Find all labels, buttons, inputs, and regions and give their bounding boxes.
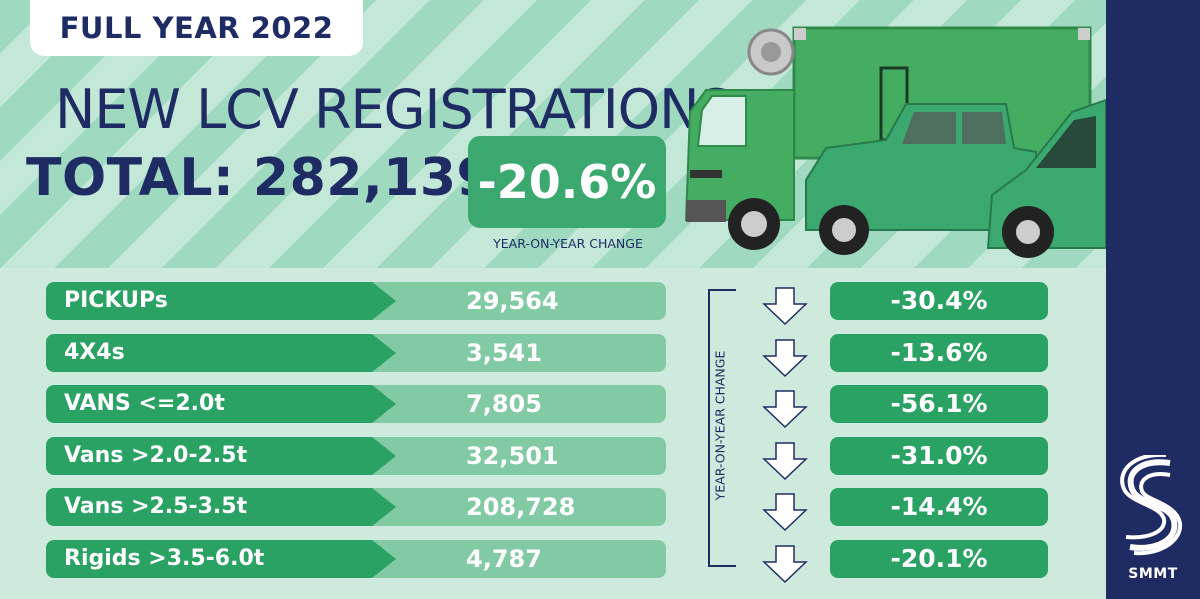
down-arrow-icon	[762, 287, 808, 326]
category-row: Rigids >3.5-6.0t 4,787	[46, 540, 666, 578]
registrations-value: 3,541	[466, 339, 542, 367]
smmt-logo-icon	[1120, 455, 1183, 556]
down-arrow-icon	[762, 390, 808, 429]
yoy-change-caption: YEAR-ON-YEAR CHANGE	[493, 236, 643, 251]
down-arrow-icon	[762, 493, 808, 532]
vehicles-illustration	[684, 26, 1106, 258]
category-row: VANS <=2.0t 7,805	[46, 385, 666, 423]
label-tag	[46, 540, 396, 578]
yoy-change-value: -30.4%	[830, 282, 1048, 320]
yoy-change-value: -56.1%	[830, 385, 1048, 423]
yoy-change-value: -20.1%	[830, 540, 1048, 578]
vertical-yoy-caption: YEAR-ON-YEAR CHANGE	[712, 345, 728, 506]
label-tag	[46, 282, 396, 320]
label-tag	[46, 488, 396, 526]
brand-name: SMMT	[1128, 566, 1178, 582]
total-registrations: TOTAL: 282,139	[26, 148, 494, 208]
van-icon	[986, 98, 1106, 258]
category-label: Vans >2.0-2.5t	[64, 443, 248, 468]
registrations-value: 29,564	[466, 287, 559, 315]
category-label: VANS <=2.0t	[64, 391, 225, 416]
category-label: Vans >2.5-3.5t	[64, 494, 248, 519]
category-label: Rigids >3.5-6.0t	[64, 546, 265, 571]
yoy-change-value: -14.4%	[830, 488, 1048, 526]
label-tag	[46, 385, 396, 423]
down-arrow-icon	[762, 442, 808, 481]
yoy-change-value: -13.6%	[830, 334, 1048, 372]
registrations-value: 7,805	[466, 390, 542, 418]
truck-icon	[684, 26, 1092, 250]
category-row: PICKUPs 29,564	[46, 282, 666, 320]
registrations-value: 208,728	[466, 493, 576, 521]
yoy-change-badge: -20.6%	[468, 136, 666, 228]
category-label: PICKUPs	[64, 288, 168, 313]
down-arrow-icon	[762, 339, 808, 378]
label-tag	[46, 437, 396, 475]
year-badge: FULL YEAR 2022	[30, 0, 363, 56]
category-label: 4X4s	[64, 340, 125, 365]
registrations-value: 32,501	[466, 442, 559, 470]
yoy-bracket	[708, 289, 738, 567]
yoy-change-value: -31.0%	[830, 437, 1048, 475]
page-title: NEW LCV REGISTRATIONS	[55, 78, 733, 141]
category-row: 4X4s 3,541	[46, 334, 666, 372]
category-row: Vans >2.5-3.5t 208,728	[46, 488, 666, 526]
label-tag	[46, 334, 396, 372]
category-row: Vans >2.0-2.5t 32,501	[46, 437, 666, 475]
registrations-value: 4,787	[466, 545, 542, 573]
pickup-icon	[805, 103, 1037, 255]
down-arrow-icon	[762, 545, 808, 584]
